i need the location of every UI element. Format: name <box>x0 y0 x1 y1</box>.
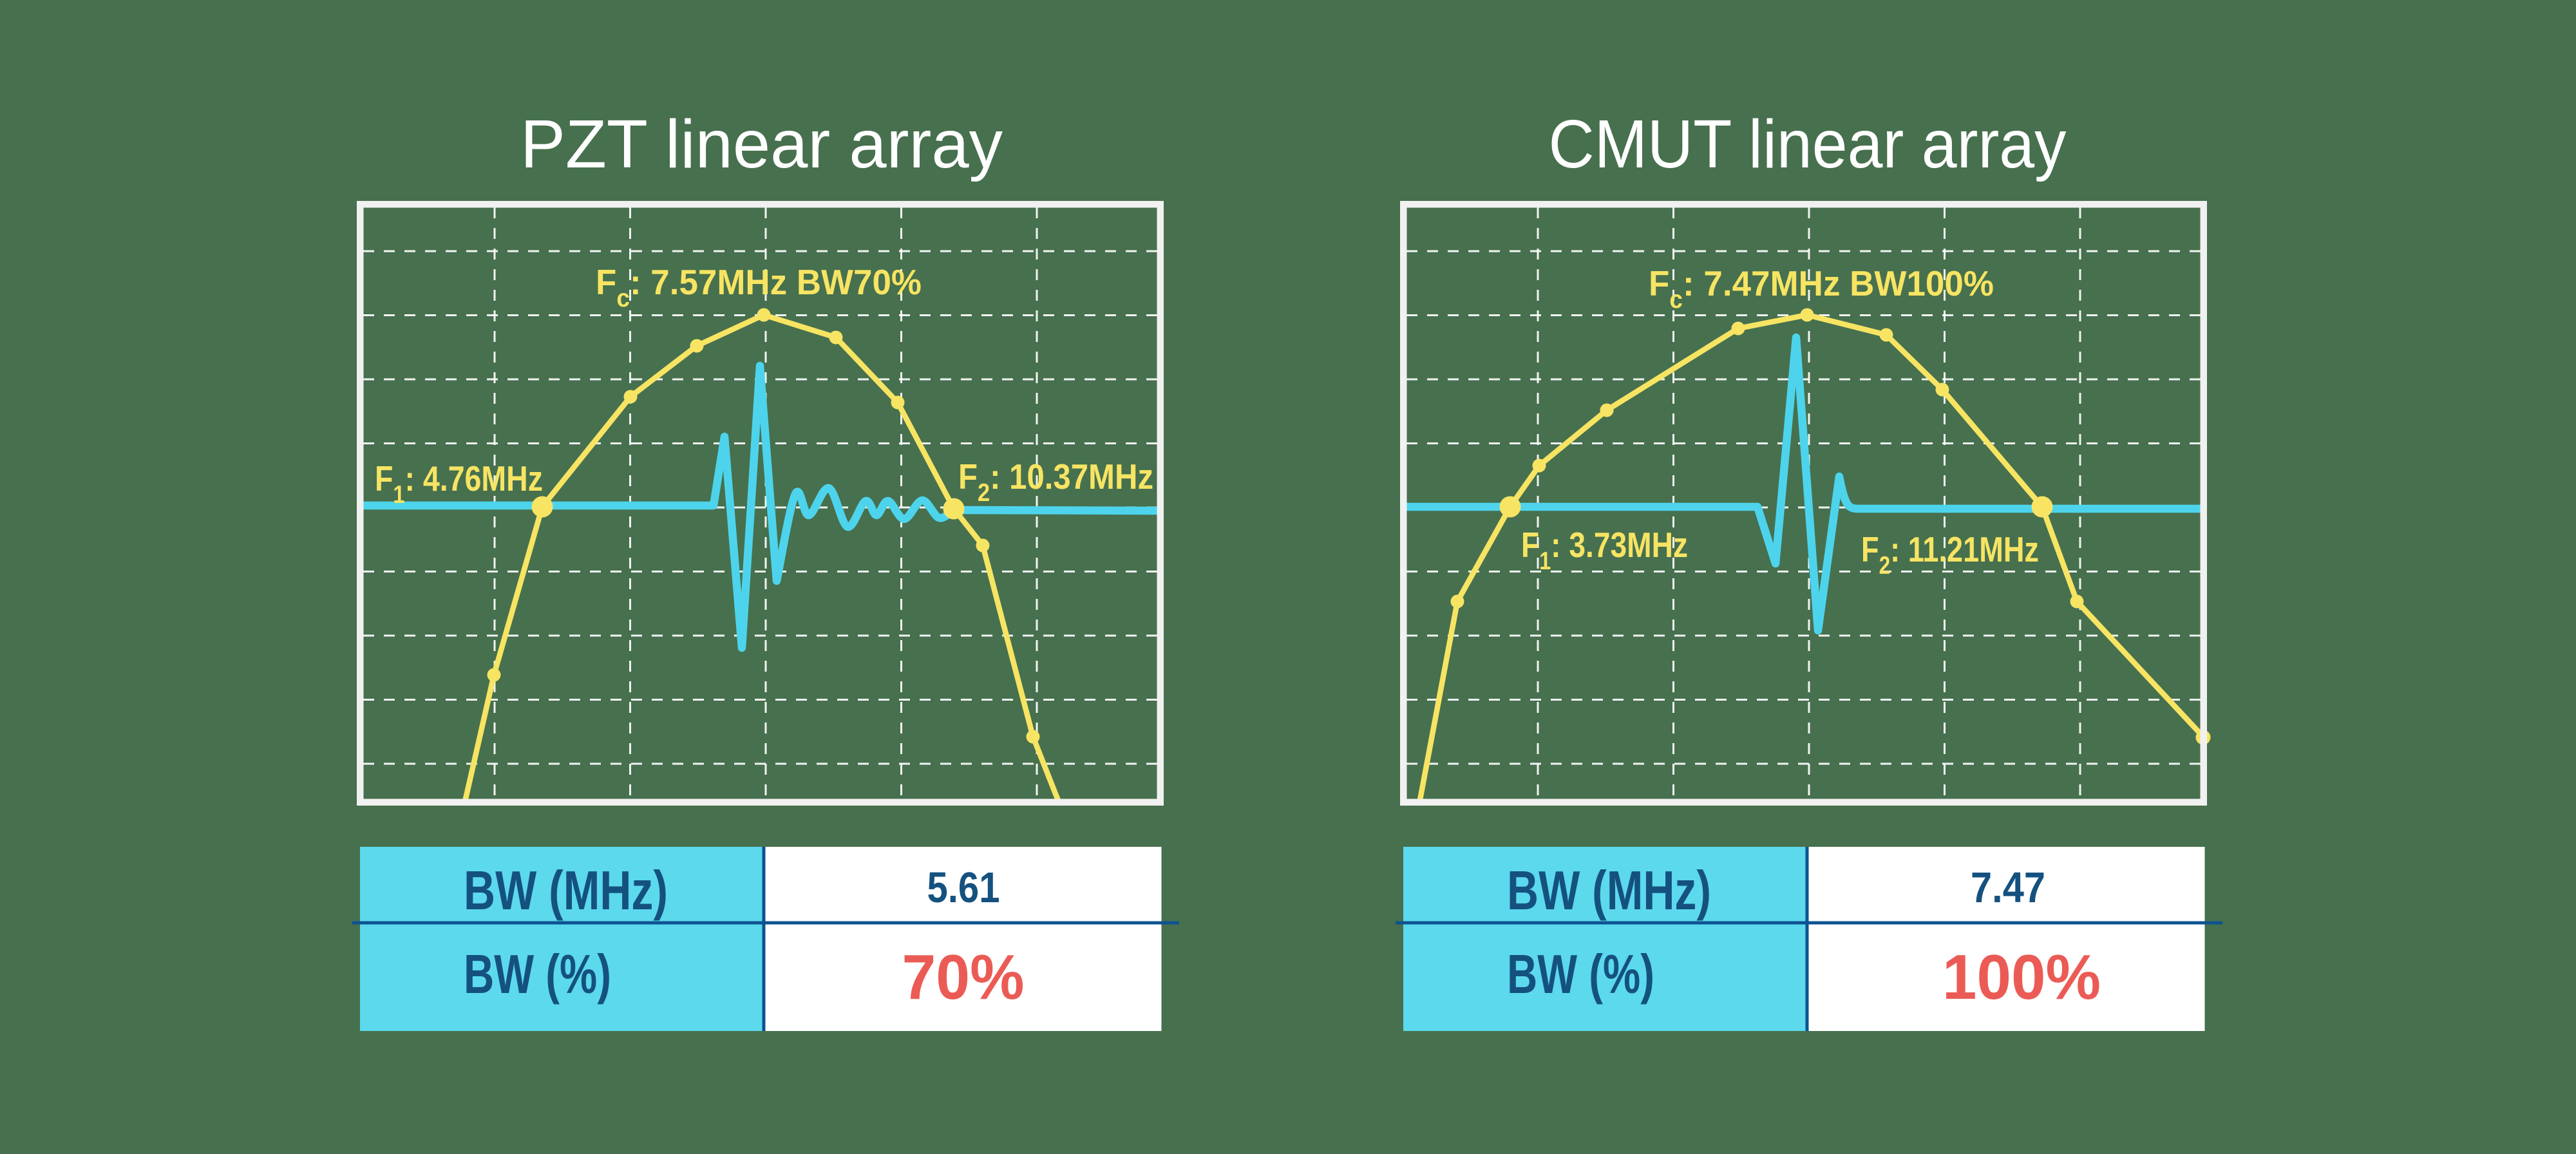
svg-text:5.61: 5.61 <box>927 864 1000 912</box>
svg-text:70%: 70% <box>902 941 1025 1012</box>
svg-text:7.47: 7.47 <box>1971 864 2045 912</box>
svg-text:BW (MHz): BW (MHz) <box>464 860 668 922</box>
svg-text:100%: 100% <box>1942 941 2101 1012</box>
svg-text:CMUT linear array: CMUT linear array <box>1549 106 2067 182</box>
svg-text:BW (%): BW (%) <box>1507 944 1654 1005</box>
svg-text:BW (%): BW (%) <box>464 944 611 1005</box>
svg-text:BW (MHz): BW (MHz) <box>1507 860 1711 922</box>
svg-text:PZT linear array: PZT linear array <box>520 106 1003 182</box>
